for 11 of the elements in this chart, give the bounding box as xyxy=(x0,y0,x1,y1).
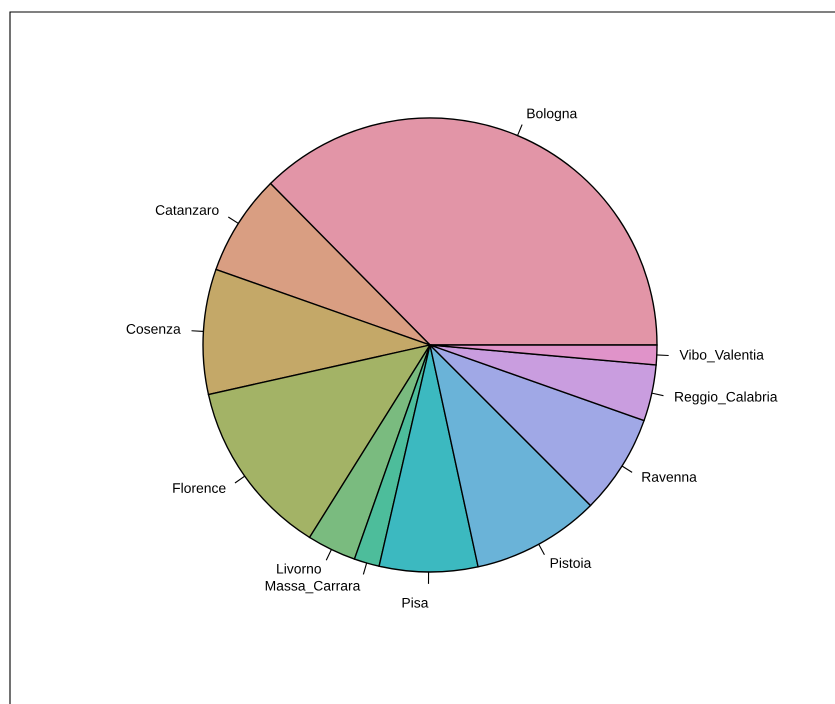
slice-label: Pistoia xyxy=(550,558,592,568)
slice-label: Reggio_Calabria xyxy=(675,391,778,404)
slice-label: Florence xyxy=(173,482,226,493)
slice-label: Vibo_Valentia xyxy=(680,350,764,362)
slice-label: Catanzaro xyxy=(156,205,219,215)
slice-label: Cosenza xyxy=(126,324,181,334)
slice-label: Pisa xyxy=(402,597,428,608)
slice-label: Massa_Carrara xyxy=(266,580,360,594)
slice-label: Ravenna xyxy=(642,472,697,482)
slice-label: Bologna xyxy=(527,108,578,122)
slice-label: Livorno xyxy=(277,563,321,574)
